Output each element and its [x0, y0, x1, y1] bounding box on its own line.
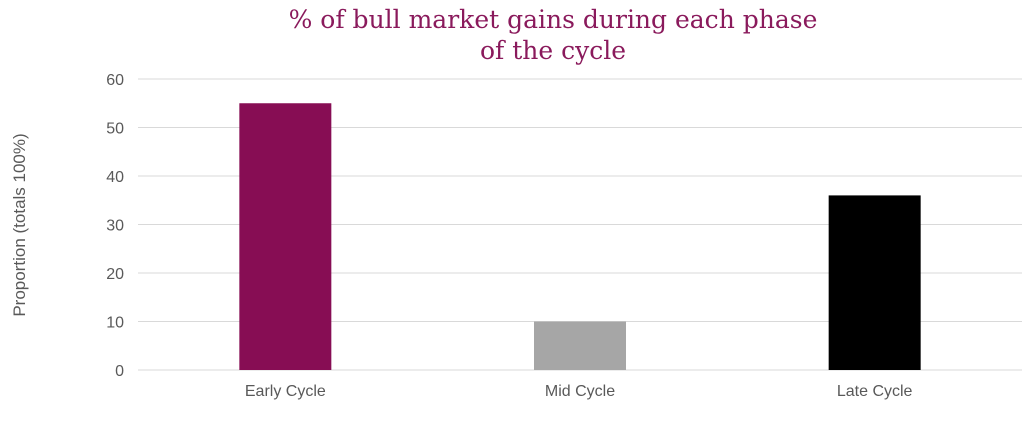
- x-tick-label: Late Cycle: [837, 383, 913, 400]
- x-tick-label: Mid Cycle: [545, 383, 615, 400]
- y-tick-label: 0: [115, 363, 124, 380]
- x-tick-labels: Early Cycle Mid Cycle Late Cycle: [245, 383, 913, 400]
- bar-late-cycle: [828, 195, 921, 370]
- bars: [239, 103, 921, 370]
- chart-title-line-2: of the cycle: [479, 36, 627, 65]
- bar-early-cycle: [239, 103, 332, 370]
- y-tick-label: 10: [106, 315, 124, 332]
- y-tick-label: 20: [106, 266, 124, 283]
- y-tick-label: 50: [106, 121, 124, 138]
- y-axis-label: Proportion (totals 100%): [10, 133, 29, 316]
- chart-title: % of bull market gains during each phase…: [0, 4, 1024, 66]
- chart-title-line-1: % of bull market gains during each phase: [288, 5, 818, 34]
- y-tick-label: 40: [106, 169, 124, 186]
- bar-mid-cycle: [534, 321, 626, 370]
- y-tick-label: 30: [106, 218, 124, 235]
- y-tick-labels: 0 10 20 30 40 50 60: [106, 72, 124, 380]
- x-tick-label: Early Cycle: [245, 383, 326, 400]
- y-tick-label: 60: [106, 72, 124, 89]
